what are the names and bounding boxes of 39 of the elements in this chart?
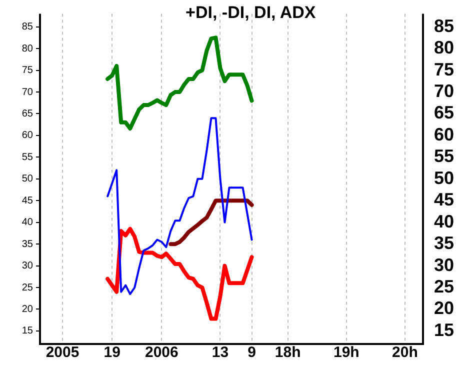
y2-tick-label: 50 xyxy=(22,174,34,185)
y-tick-label: 15 xyxy=(434,320,454,340)
y2-tick-label: 35 xyxy=(22,238,34,250)
y-tick-label: 55 xyxy=(434,146,454,166)
y2-tick-label: 15 xyxy=(22,326,34,337)
y-tick-label: 35 xyxy=(434,233,454,254)
y-tick-label: 80 xyxy=(434,38,454,58)
y2-tick-label: 70 xyxy=(22,86,34,98)
chart-title: +DI, -DI, DI, ADX xyxy=(186,3,316,22)
x-tick-label: 2006 xyxy=(144,344,178,362)
y-tick-label: 85 xyxy=(434,16,454,36)
x-tick-label: 19h xyxy=(333,344,360,362)
y2-tick-label: 45 xyxy=(22,195,34,206)
y-tick-label: 45 xyxy=(434,190,454,210)
x-tick-label: 20h xyxy=(392,344,418,362)
y-tick-label: 70 xyxy=(434,80,454,101)
y2-tick-label: 40 xyxy=(22,217,34,228)
y2-tick-label: 60 xyxy=(22,130,34,142)
x-tick-label: 18h xyxy=(274,344,301,362)
y-tick-label: 50 xyxy=(434,168,454,188)
y2-tick-label: 80 xyxy=(22,43,34,54)
y2-tick-label: 75 xyxy=(22,65,34,76)
y-tick-label: 25 xyxy=(434,276,454,296)
y-tick-label: 65 xyxy=(434,102,454,123)
x-tick-label: 2005 xyxy=(46,344,80,362)
y2-tick-label: 25 xyxy=(22,282,34,294)
x-tick-label: 19 xyxy=(104,344,120,362)
y2-tick-label: 85 xyxy=(22,22,34,33)
x-tick-label: 13 xyxy=(212,344,229,362)
y2-tick-label: 20 xyxy=(22,304,34,315)
y2-tick-label: 65 xyxy=(22,108,34,120)
y-tick-label: 60 xyxy=(434,124,454,144)
y-tick-label: 30 xyxy=(434,254,454,275)
y2-tick-label: 55 xyxy=(22,152,34,163)
y-tick-label: 40 xyxy=(434,211,454,232)
x-tick-label: 9 xyxy=(248,344,256,362)
y-tick-label: 75 xyxy=(434,59,454,80)
y-tick-label: 20 xyxy=(434,298,454,318)
y2-tick-label: 30 xyxy=(22,260,34,272)
